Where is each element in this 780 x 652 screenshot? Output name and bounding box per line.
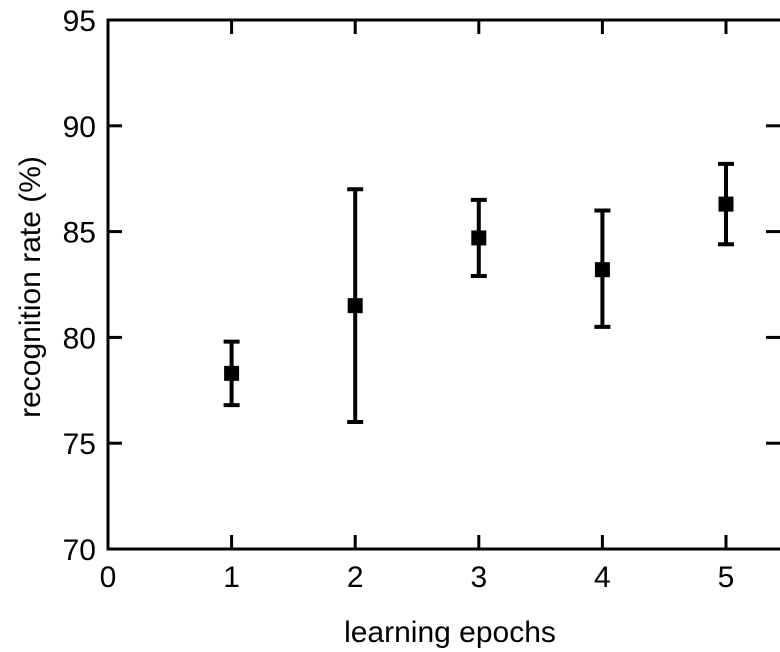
y-axis-label: recognition rate (%) [14,156,47,418]
y-tick-label: 80 [63,322,96,355]
data-point [347,298,363,314]
x-tick-label: 0 [100,561,117,594]
x-tick-label: 3 [470,561,487,594]
y-tick-label: 70 [63,534,96,567]
ticks [108,20,780,549]
y-tick-label: 95 [63,5,96,38]
y-tick-label: 90 [63,111,96,144]
x-tick-label: 4 [594,561,611,594]
x-tick-label: 5 [718,561,735,594]
y-tick-label: 85 [63,217,96,250]
plot-frame [106,18,780,551]
data-point [471,230,487,246]
data-point [594,262,610,278]
data-point [224,365,240,381]
x-tick-label: 1 [223,561,240,594]
x-tick-label: 2 [347,561,364,594]
markers [224,196,734,381]
axes [106,18,780,551]
x-axis-label: learning epochs [344,616,556,649]
tick-labels: 0 1 2 3 4 5 70 75 80 85 90 95 [63,5,735,594]
data-point [718,196,734,212]
errorbars [223,161,734,425]
y-tick-label: 75 [63,428,96,461]
